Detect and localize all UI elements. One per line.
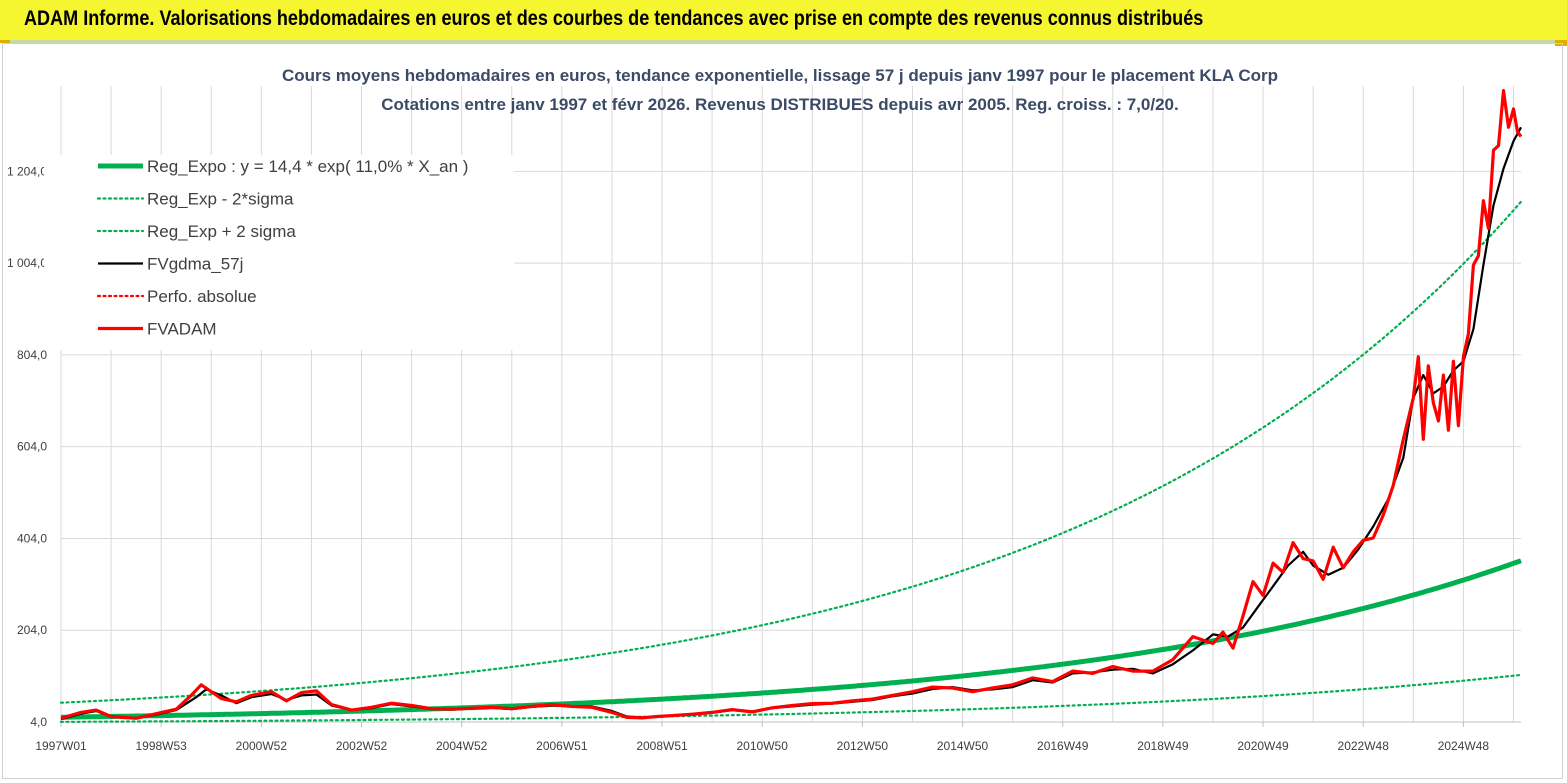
legend-label: Reg_Exp + 2 sigma [147,222,296,241]
x-tick-label: 2022W48 [1338,739,1390,753]
x-tick-label: 2006W51 [536,739,588,753]
series-line-reg_low [59,673,1523,723]
x-tick-label: 2008W51 [636,739,688,753]
y-tick-label: 604,0 [17,440,47,454]
x-tick-label: 2024W48 [1438,739,1490,753]
x-axis-labels: 1997W01 1998W53 2000W52 2002W52 2004W52 2006W… [35,739,1489,753]
y-tick-label: 1 204,0 [7,164,47,178]
series-line-reg_high [59,200,1523,704]
x-tick-label: 2016W49 [1037,739,1089,753]
series-line-reg [61,558,1522,720]
x-tick-label: 1998W53 [135,739,187,753]
y-tick-label: 4,0 [30,715,47,729]
legend-label: FVADAM [147,320,217,339]
corner-mark-left [0,40,10,43]
x-tick-label: 2004W52 [436,739,488,753]
header-title: ADAM Informe. Valorisations hebdomadaire… [24,7,1204,30]
x-tick-label: 2012W50 [837,739,889,753]
legend: Reg_Expo : y = 14,4 * exp( 11,0% * X_an … [96,157,468,339]
series-line-data [60,89,1523,720]
legend-label: Reg_Exp - 2*sigma [147,190,294,209]
legend-label: Reg_Expo : y = 14,4 * exp( 11,0% * X_an … [147,157,468,176]
y-tick-label: 204,0 [17,623,47,637]
x-tick-label: 2018W49 [1137,739,1189,753]
header-bar: ADAM Informe. Valorisations hebdomadaire… [0,0,1567,40]
y-tick-label: 1 004,0 [7,256,47,270]
x-tick-label: 2020W49 [1237,739,1289,753]
y-tick-label: 404,0 [17,531,47,545]
y-axis-labels: 4,0 204,0 404,0 604,0 804,0 1 004,0 1 204,0 [7,164,47,729]
x-tick-label: 1997W01 [35,739,87,753]
header-divider [0,40,1567,43]
chart-series [59,89,1523,723]
x-tick-label: 2014W50 [937,739,989,753]
chart-title-line1: Cours moyens hebdomadaires en euros, ten… [282,66,1278,85]
legend-label: FVgdma_57j [147,255,243,274]
chart-frame [2,43,1563,779]
y-tick-label: 804,0 [17,348,47,362]
legend-background [44,155,514,350]
x-tick-label: 2002W52 [336,739,388,753]
chart-title-line2: Cotations entre janv 1997 et févr 2026. … [381,95,1178,114]
x-tick-label: 2000W52 [236,739,288,753]
x-tick-label: 2010W50 [737,739,789,753]
legend-label: Perfo. absolue [147,287,257,306]
